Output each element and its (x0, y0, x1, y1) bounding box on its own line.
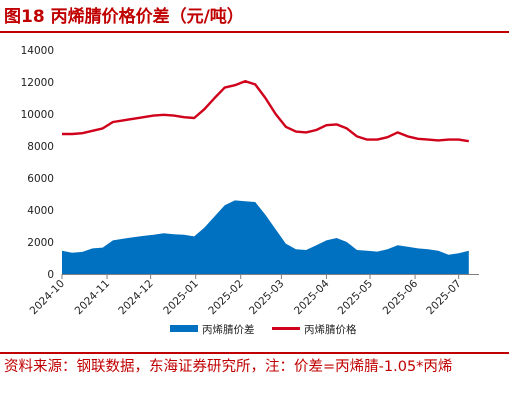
footer-divider (0, 352, 509, 354)
chart-title: 图18 丙烯腈价格价差（元/吨） (4, 7, 244, 27)
x-tick-label: 2024-11 (73, 278, 113, 318)
price-line-series (62, 80, 469, 143)
y-tick-label: 10000 (21, 109, 54, 121)
spread-area-series (62, 200, 469, 274)
x-tick-label: 2025-05 (336, 278, 376, 318)
legend-swatch-spread (170, 325, 198, 332)
y-tick-label: 4000 (27, 205, 54, 217)
source-note: 资料来源：钢联数据，东海证券研究所，注：价差=丙烯腈-1.05*丙烯 (4, 359, 453, 375)
x-tick-label: 2025-03 (247, 278, 287, 318)
x-tick-label: 2024-12 (116, 278, 156, 318)
x-tick-label: 2025-01 (161, 278, 201, 318)
x-tick-label: 2024-10 (28, 278, 68, 318)
y-tick-label: 14000 (21, 45, 54, 57)
x-tick-label: 2025-02 (206, 278, 246, 318)
x-tick-label: 2025-06 (381, 277, 421, 317)
y-tick-label: 0 (47, 269, 54, 281)
x-tick-label: 2025-07 (424, 278, 464, 318)
legend-label-spread: 丙烯腈价差 (202, 323, 255, 336)
legend-label-price: 丙烯腈价格 (304, 323, 357, 336)
y-tick-label: 8000 (27, 141, 54, 153)
y-tick-label: 12000 (21, 77, 54, 89)
x-tick-label: 2025-04 (292, 277, 332, 317)
title-divider (0, 31, 509, 33)
y-tick-label: 6000 (27, 173, 54, 185)
y-tick-label: 2000 (27, 237, 54, 249)
